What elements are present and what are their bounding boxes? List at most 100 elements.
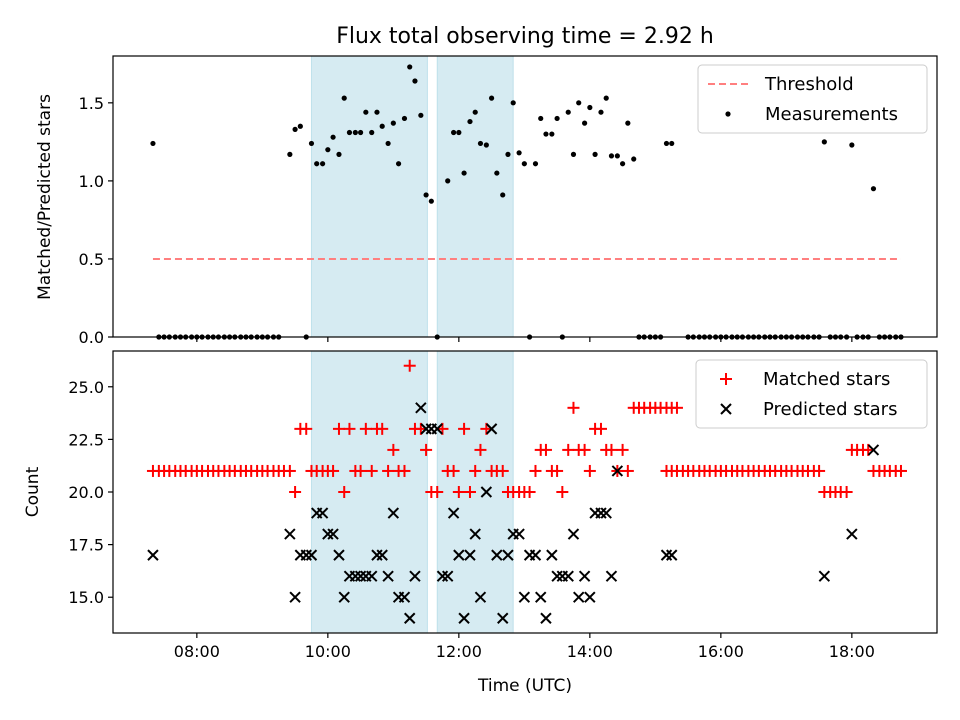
- measurement-point: [314, 161, 320, 167]
- predicted-star-point: [846, 528, 858, 540]
- measurement-point: [385, 140, 391, 147]
- top-y-tick-label: 1.0: [79, 172, 104, 191]
- bottom-panel: 15.0 17.5 20.0 22.5 25.0 08:00 10:00 12:00 14:0…: [23, 350, 938, 696]
- measurement-point: [483, 142, 489, 148]
- top-panel: 0.0 0.5 1.0 1.5 Matched/Predicted stars Thr…: [35, 55, 938, 347]
- predicted-star-point: [305, 549, 318, 561]
- matched-star-point: [343, 422, 356, 435]
- predicted-star-point: [562, 570, 574, 582]
- matched-star-point: [670, 401, 683, 414]
- predicted-star-point: [584, 591, 596, 603]
- predicted-star-point: [338, 591, 350, 603]
- measurement-point: [325, 147, 331, 153]
- measurement-point: [330, 134, 336, 140]
- matched-star-point: [496, 464, 509, 477]
- measurement-point: [592, 151, 598, 157]
- top-y-tick-label: 0.5: [79, 250, 104, 269]
- predicted-star-point: [513, 528, 525, 540]
- measurement-point: [369, 129, 375, 136]
- measurement-point: [390, 120, 396, 126]
- measurement-point: [603, 95, 609, 101]
- predicted-star-point: [867, 444, 880, 456]
- threshold-legend-label: Threshold: [764, 74, 854, 95]
- predicted-star-point: [660, 549, 673, 561]
- matched-star-point: [583, 464, 596, 477]
- top-legend: Threshold Measurements: [697, 64, 928, 134]
- measurement-point: [395, 161, 402, 167]
- bottom-x-tick-label: 12:00: [436, 642, 482, 661]
- measurement-point: [631, 156, 637, 162]
- predicted-star-point: [366, 570, 378, 582]
- predicted-star-point: [567, 528, 580, 540]
- matched-star-point: [562, 443, 575, 456]
- predicted-star-point: [398, 591, 411, 603]
- measurement-point: [287, 151, 293, 157]
- measurement-point: [849, 142, 855, 148]
- bottom-x-tick-label: 18:00: [829, 642, 875, 661]
- predicted-star-point: [611, 465, 624, 477]
- predicted-star-point: [502, 549, 514, 561]
- predicted-star-point: [300, 549, 312, 561]
- predicted-star-point: [551, 570, 563, 582]
- matched-star-point: [387, 443, 400, 456]
- measurement-point: [451, 129, 457, 136]
- measurement-point: [510, 100, 516, 106]
- predicted-star-point: [666, 549, 678, 561]
- measurement-point: [374, 109, 380, 115]
- measurement-point: [669, 140, 675, 147]
- predicted-star-point: [316, 507, 329, 519]
- measurement-point: [352, 129, 358, 136]
- measurement-point: [456, 129, 462, 136]
- predicted-star-point: [458, 612, 470, 624]
- measurement-point: [297, 123, 303, 129]
- figure-title: Flux total observing time = 2.92 h: [336, 24, 714, 49]
- matched-star-point: [376, 422, 389, 435]
- measurement-point: [494, 170, 500, 176]
- predicted-star-point: [469, 528, 481, 540]
- predicted-legend-label: Predicted stars: [763, 399, 897, 420]
- measurement-point: [543, 131, 549, 137]
- bottom-x-tick-label: 08:00: [174, 642, 220, 661]
- predicted-star-point: [322, 528, 334, 540]
- bottom-x-tick-label: 10:00: [305, 642, 351, 661]
- measurement-point: [663, 140, 670, 147]
- predicted-star-point: [431, 423, 443, 435]
- measurement-point: [407, 64, 413, 70]
- measurement-point: [467, 118, 473, 125]
- bottom-legend: Matched stars Predicted stars: [695, 359, 928, 429]
- bottom-y-tick-label: 15.0: [68, 588, 104, 607]
- measurement-point: [445, 178, 451, 184]
- bottom-y-tick-label: 25.0: [68, 378, 104, 397]
- measurement-point: [587, 104, 593, 111]
- measurement-point: [565, 109, 571, 115]
- measurement-point: [516, 150, 522, 156]
- matched-star-point: [332, 422, 345, 435]
- matched-star-point: [283, 464, 296, 477]
- predicted-star-point: [485, 423, 498, 435]
- predicted-star-point: [415, 402, 427, 414]
- matched-star-point: [300, 422, 313, 435]
- top-x-ticks: [196, 337, 853, 342]
- measurement-point: [488, 95, 495, 101]
- matched-star-point: [621, 464, 634, 477]
- predicted-star-point: [442, 570, 454, 582]
- bottom-y-tick-label: 17.5: [68, 536, 104, 555]
- measurement-point: [619, 161, 626, 167]
- bottom-y-tick-label: 20.0: [68, 483, 104, 502]
- bottom-x-tick-label: 16:00: [698, 642, 744, 661]
- predicted-star-point: [600, 507, 612, 519]
- measurement-point: [582, 120, 588, 126]
- bottom-x-axis-label: Time (UTC): [477, 676, 572, 696]
- predicted-star-point: [376, 549, 388, 561]
- bottom-shaded-interval: [310, 350, 428, 634]
- measurement-point: [821, 139, 827, 145]
- matched-legend-swatch: [720, 373, 732, 385]
- measurement-point: [500, 192, 506, 198]
- predicted-star-point: [529, 549, 542, 561]
- predicted-star-point: [387, 507, 400, 519]
- top-plot-marks: [150, 64, 904, 340]
- measurement-point: [598, 109, 604, 115]
- predicted-star-point: [147, 549, 159, 561]
- measurement-point: [532, 161, 539, 167]
- measurement-point: [308, 140, 315, 147]
